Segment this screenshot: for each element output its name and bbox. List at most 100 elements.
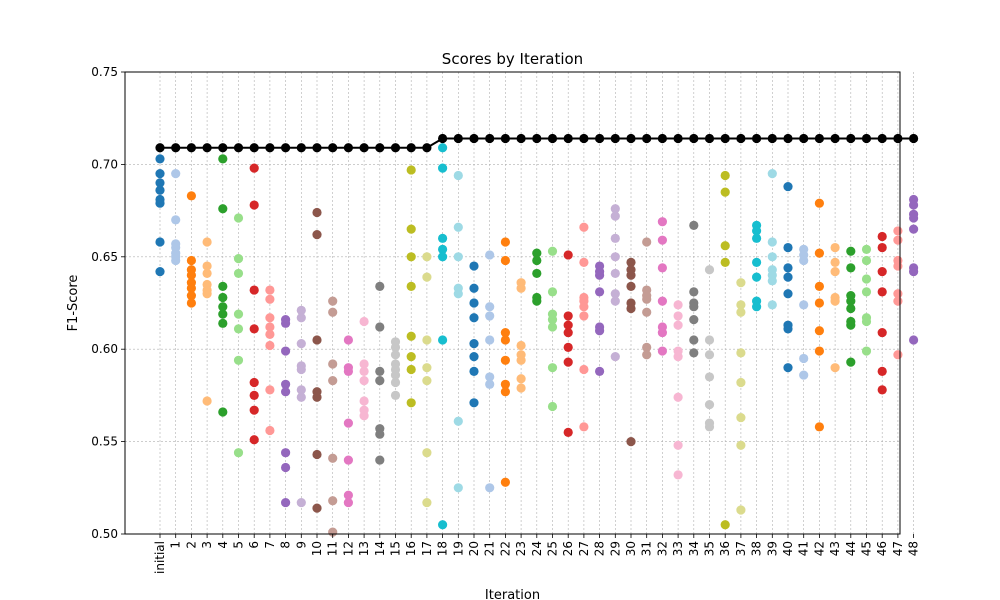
best-point	[814, 133, 825, 144]
score-point	[249, 435, 259, 445]
score-point	[893, 261, 903, 271]
score-point	[736, 412, 746, 423]
score-point	[846, 303, 856, 314]
score-point	[312, 503, 322, 513]
x-tick-label: 40	[781, 541, 795, 556]
score-point	[610, 204, 620, 214]
x-tick-label: 47	[891, 541, 905, 556]
score-point	[218, 204, 228, 214]
best-point	[673, 133, 683, 144]
score-point	[438, 335, 448, 345]
score-point	[720, 257, 730, 267]
score-point	[328, 296, 338, 306]
score-point	[814, 346, 825, 356]
score-point	[155, 237, 165, 247]
score-point	[453, 252, 463, 262]
score-point	[375, 366, 385, 376]
score-point	[202, 261, 212, 271]
score-point	[673, 320, 683, 330]
score-point	[281, 346, 291, 356]
score-point	[532, 255, 542, 266]
score-point	[155, 266, 165, 277]
score-point	[689, 302, 699, 312]
score-point	[657, 263, 668, 273]
score-point	[296, 313, 306, 323]
x-tick-label: 8	[279, 541, 293, 549]
score-point	[861, 287, 872, 297]
y-tick-label: 0.50	[91, 527, 118, 541]
score-point	[485, 372, 495, 382]
score-point	[767, 300, 777, 310]
best-point	[704, 133, 715, 144]
score-point	[312, 230, 322, 240]
score-point	[343, 418, 353, 428]
x-tick-label: 26	[561, 541, 575, 556]
score-point	[673, 392, 683, 402]
score-point	[422, 376, 432, 386]
score-point	[579, 257, 589, 267]
score-point	[752, 257, 762, 267]
score-point	[186, 191, 196, 201]
score-point	[218, 281, 228, 291]
score-point	[893, 296, 903, 306]
score-point	[296, 305, 306, 315]
score-points	[155, 143, 919, 537]
score-point	[689, 315, 699, 325]
best-point	[752, 133, 762, 144]
score-point	[736, 278, 746, 288]
score-point	[673, 311, 683, 321]
score-point	[343, 455, 353, 465]
score-point	[846, 263, 856, 273]
score-point	[783, 289, 793, 299]
score-point	[359, 411, 369, 421]
score-point	[595, 287, 605, 297]
score-point	[453, 222, 463, 232]
score-point	[500, 355, 510, 365]
score-point	[657, 346, 668, 356]
score-point	[186, 298, 196, 308]
score-point	[202, 268, 212, 279]
score-point	[186, 291, 196, 301]
score-point	[249, 405, 259, 415]
x-tick-label: 6	[247, 541, 261, 549]
score-point	[642, 342, 652, 352]
score-point	[453, 483, 463, 493]
x-tick-label: 13	[357, 541, 371, 556]
x-tick-label: 29	[608, 541, 622, 556]
score-point	[532, 268, 542, 279]
score-point	[814, 422, 825, 432]
score-point	[752, 272, 762, 282]
score-point	[532, 248, 542, 258]
x-tick-label: 7	[263, 541, 277, 549]
score-point	[406, 252, 416, 262]
best-point	[642, 133, 652, 144]
score-point	[406, 398, 416, 408]
score-point	[704, 400, 715, 410]
score-point	[500, 255, 510, 266]
score-point	[485, 302, 495, 312]
score-point	[312, 335, 322, 345]
score-point	[422, 335, 432, 345]
score-point	[657, 327, 668, 338]
score-point	[516, 383, 526, 393]
score-point	[453, 289, 463, 299]
x-tick-label: 36	[718, 541, 732, 556]
score-point	[249, 390, 259, 400]
best-point	[767, 133, 777, 144]
score-point	[485, 335, 495, 345]
score-point	[453, 170, 463, 181]
x-tick-label: 10	[310, 541, 324, 556]
score-point	[343, 335, 353, 345]
score-point	[281, 318, 291, 328]
best-point	[328, 143, 338, 153]
score-point	[814, 298, 825, 308]
best-point	[265, 143, 275, 153]
score-point	[877, 327, 887, 338]
x-tick-label: 21	[483, 541, 497, 556]
score-point	[265, 329, 275, 340]
score-point	[485, 379, 495, 389]
score-point	[485, 483, 495, 493]
score-point	[736, 307, 746, 317]
score-point	[390, 350, 401, 360]
score-point	[767, 237, 777, 247]
